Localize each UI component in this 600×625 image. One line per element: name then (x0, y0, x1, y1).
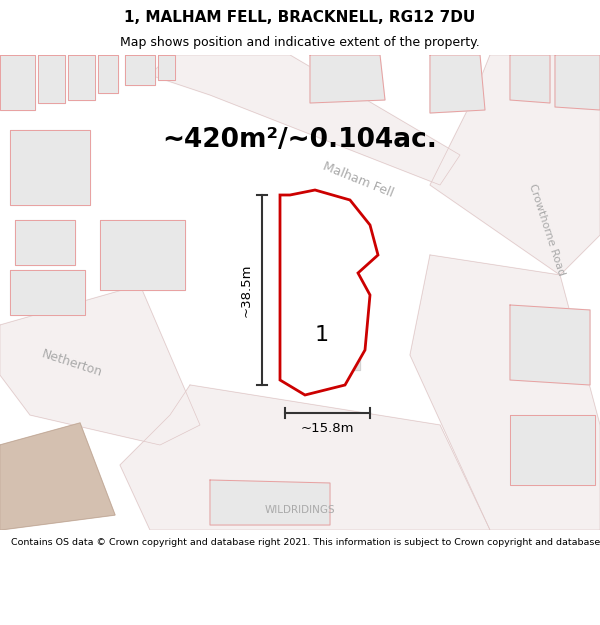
Polygon shape (430, 55, 600, 275)
Polygon shape (120, 385, 490, 530)
Polygon shape (0, 285, 200, 445)
Polygon shape (10, 130, 90, 205)
Polygon shape (150, 55, 460, 185)
Polygon shape (15, 220, 75, 265)
Polygon shape (0, 423, 115, 530)
Text: 1, MALHAM FELL, BRACKNELL, RG12 7DU: 1, MALHAM FELL, BRACKNELL, RG12 7DU (124, 10, 476, 25)
Polygon shape (0, 55, 35, 110)
Polygon shape (100, 220, 185, 290)
Text: ~38.5m: ~38.5m (239, 263, 253, 317)
Text: Crowthorne Road: Crowthorne Road (527, 182, 566, 278)
Polygon shape (510, 55, 550, 103)
Text: Malham Fell: Malham Fell (321, 160, 395, 200)
Text: WILDRIDINGS: WILDRIDINGS (265, 505, 335, 515)
Polygon shape (430, 55, 485, 113)
Text: Contains OS data © Crown copyright and database right 2021. This information is : Contains OS data © Crown copyright and d… (11, 538, 600, 547)
Polygon shape (68, 55, 95, 100)
Polygon shape (98, 55, 118, 93)
Text: ~15.8m: ~15.8m (301, 421, 354, 434)
Polygon shape (125, 55, 155, 85)
Text: ~420m²/~0.104ac.: ~420m²/~0.104ac. (163, 127, 437, 153)
Polygon shape (510, 415, 595, 485)
Polygon shape (280, 190, 378, 395)
Polygon shape (38, 55, 65, 103)
Polygon shape (510, 305, 590, 385)
Text: Netherton: Netherton (40, 347, 104, 379)
Polygon shape (158, 55, 175, 80)
Text: Map shows position and indicative extent of the property.: Map shows position and indicative extent… (120, 36, 480, 49)
Text: 1: 1 (315, 325, 329, 345)
Polygon shape (555, 55, 600, 110)
Polygon shape (310, 55, 385, 103)
Polygon shape (280, 305, 360, 370)
Polygon shape (410, 255, 600, 530)
Polygon shape (210, 480, 330, 525)
Polygon shape (10, 270, 85, 315)
